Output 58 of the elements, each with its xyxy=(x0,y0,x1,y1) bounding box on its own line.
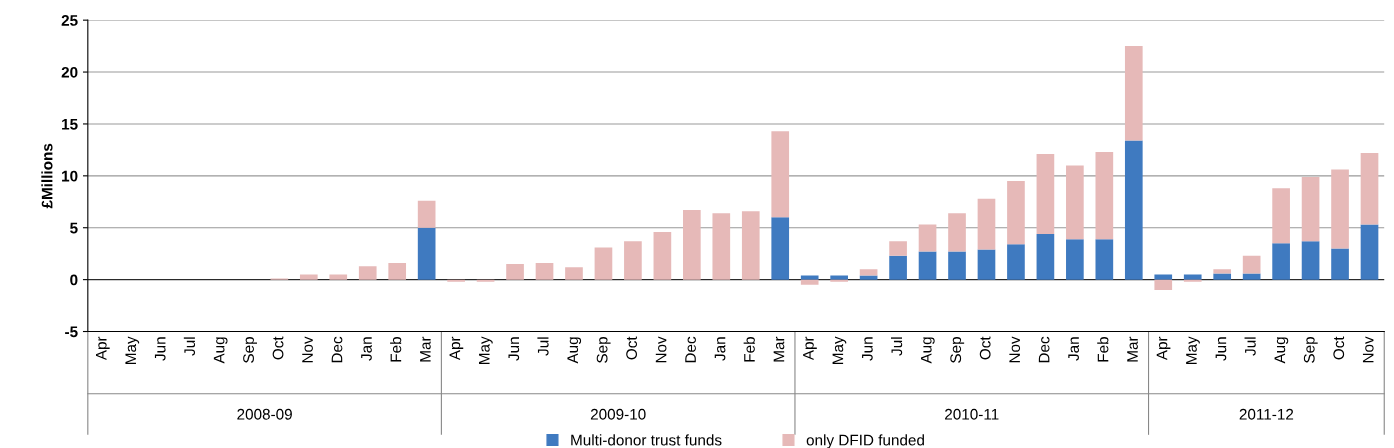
legend-label: Multi-donor trust funds xyxy=(571,434,722,446)
text: 2010-11 xyxy=(945,408,999,420)
x-tick-label: Dec xyxy=(685,336,696,363)
x-tick-label: Jan xyxy=(361,337,372,361)
x-tick-label: Feb xyxy=(390,337,402,362)
x-tick-label: Feb xyxy=(1097,337,1109,362)
x-tick-label: Nov xyxy=(1009,336,1021,363)
x-tick-label: Jun xyxy=(1215,337,1227,361)
x-tick-label: Apr xyxy=(95,336,110,361)
y-tick-label: 10 xyxy=(62,170,78,182)
x-tick-label: Jul xyxy=(890,337,903,356)
x-tick-label: Jan xyxy=(714,337,726,361)
x-tick-label: Oct xyxy=(1333,336,1345,360)
x-tick-label: May xyxy=(832,336,847,364)
x-tick-label: Apr xyxy=(1156,336,1171,361)
x-tick-label: Sep xyxy=(243,337,257,363)
text: 2008-09 xyxy=(237,408,292,420)
x-tick-label: Dec xyxy=(331,336,343,363)
x-tick-label: Oct xyxy=(626,336,638,360)
x-tick-label: Jun xyxy=(154,337,166,361)
y-tick-label: 20 xyxy=(61,66,78,78)
x-tick-label: Dec xyxy=(1038,336,1050,363)
x-tick-label: Apr xyxy=(803,336,817,361)
x-tick-label: Aug xyxy=(1274,337,1289,364)
y-tick-label: 25 xyxy=(61,15,78,26)
x-tick-label: Oct xyxy=(272,336,284,360)
x-tick-label: Apr xyxy=(449,336,464,361)
x-tick-label: Nov xyxy=(655,336,667,363)
text: 2011-12 xyxy=(1239,408,1294,420)
text: 2009-10 xyxy=(590,408,646,420)
x-tick-label: Jul xyxy=(537,337,549,356)
y-axis-title: £Millions xyxy=(41,143,53,209)
x-tick-label: May xyxy=(125,336,140,364)
x-tick-label: Sep xyxy=(596,337,611,363)
x-tick-label: Jul xyxy=(183,337,196,356)
x-tick-label: May xyxy=(1186,336,1200,364)
x-tick-label: Jun xyxy=(862,337,873,361)
legend-label: only DFID funded xyxy=(806,434,924,448)
x-tick-label: Sep xyxy=(1303,337,1318,363)
x-tick-label: Mar xyxy=(773,336,785,362)
x-tick-label: Oct xyxy=(979,336,991,360)
x-tick-label: Nov xyxy=(1362,336,1374,363)
y-tick-label: 5 xyxy=(70,222,78,234)
y-tick-label: 15 xyxy=(62,118,78,130)
y-tick-label: 0 xyxy=(70,274,78,286)
x-tick-label: Jun xyxy=(508,337,520,361)
x-tick-label: Mar xyxy=(420,336,431,362)
x-tick-label: Sep xyxy=(950,337,965,363)
y-tick-label: -5 xyxy=(65,326,78,338)
x-tick-label: Mar xyxy=(1127,336,1138,362)
x-tick-label: Aug xyxy=(213,337,228,364)
x-tick-label: Jul xyxy=(1244,337,1256,356)
x-tick-label: Aug xyxy=(920,337,935,364)
x-tick-label: Aug xyxy=(567,337,582,364)
x-tick-label: Jan xyxy=(1068,337,1079,361)
x-tick-label: Feb xyxy=(743,337,755,362)
x-tick-label: May xyxy=(479,336,493,364)
x-tick-label: Nov xyxy=(302,336,313,363)
